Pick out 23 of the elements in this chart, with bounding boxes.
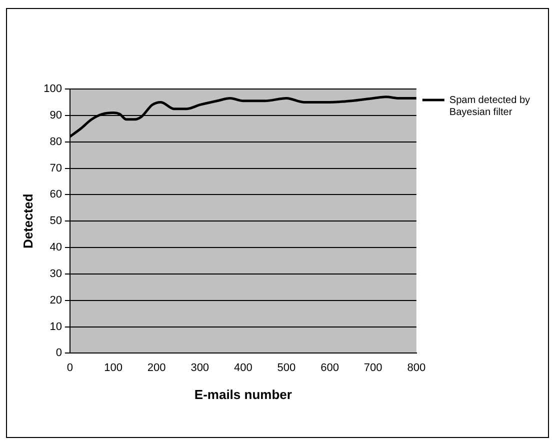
x-tick-label: 600 — [320, 362, 339, 374]
x-tick-label: 100 — [104, 362, 122, 374]
y-tick-label: 80 — [50, 136, 62, 148]
x-tick-label: 300 — [190, 362, 210, 374]
y-axis-title: Detected — [20, 194, 36, 249]
y-tick-label: 70 — [50, 162, 62, 174]
y-tick-label: 60 — [50, 188, 62, 201]
x-tick-label: 800 — [407, 362, 426, 374]
y-tick-label: 20 — [50, 294, 62, 306]
x-axis-title: E-mails number — [194, 386, 292, 402]
y-tick-label: 90 — [50, 109, 62, 122]
legend-label: Spam detected by Bayesian filter — [449, 94, 530, 118]
x-tick-label: 200 — [147, 362, 166, 374]
y-tick-label: 100 — [44, 83, 62, 96]
x-tick-label: 700 — [364, 362, 382, 374]
y-tick-label: 40 — [50, 242, 62, 254]
y-tick-label: 50 — [50, 215, 62, 228]
x-tick-label: 0 — [66, 362, 74, 374]
x-tick-label: 500 — [277, 362, 296, 374]
y-tick-label: 30 — [50, 268, 62, 280]
y-tick-label: 0 — [56, 347, 62, 360]
y-tick-label: 10 — [50, 320, 62, 333]
x-tick-label: 400 — [234, 362, 252, 374]
